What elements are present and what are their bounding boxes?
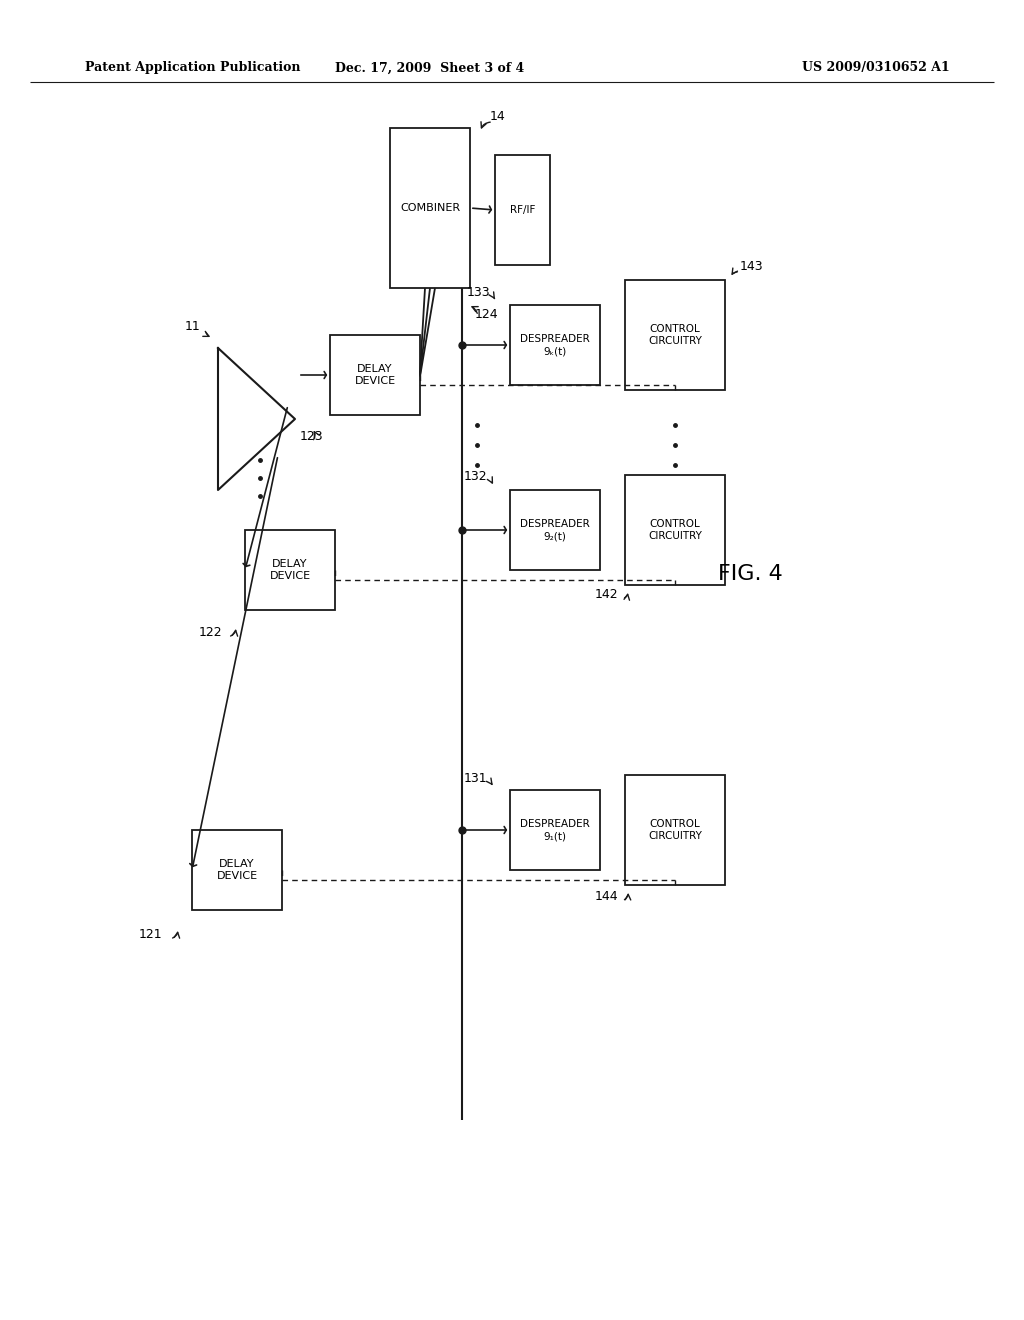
- Bar: [193, 830, 282, 909]
- Text: 123: 123: [300, 430, 324, 444]
- Bar: [245, 531, 335, 610]
- Text: 132: 132: [464, 470, 487, 483]
- Text: US 2009/0310652 A1: US 2009/0310652 A1: [802, 62, 950, 74]
- Bar: [390, 128, 470, 288]
- Text: 11: 11: [184, 319, 200, 333]
- Text: DESPREADER
9ₖ(t): DESPREADER 9ₖ(t): [520, 334, 590, 356]
- Text: 122: 122: [199, 626, 222, 639]
- Bar: [510, 789, 600, 870]
- Text: DELAY
DEVICE: DELAY DEVICE: [354, 364, 395, 387]
- Text: 133: 133: [466, 286, 490, 300]
- Text: DESPREADER
9₂(t): DESPREADER 9₂(t): [520, 519, 590, 541]
- Text: COMBINER: COMBINER: [400, 203, 460, 213]
- Bar: [625, 775, 725, 884]
- Text: CONTROL
CIRCUITRY: CONTROL CIRCUITRY: [648, 519, 701, 541]
- Text: 131: 131: [464, 772, 487, 785]
- Bar: [625, 475, 725, 585]
- Text: 143: 143: [740, 260, 764, 273]
- Text: 121: 121: [138, 928, 162, 941]
- Text: CONTROL
CIRCUITRY: CONTROL CIRCUITRY: [648, 818, 701, 841]
- Text: RF/IF: RF/IF: [510, 205, 536, 215]
- Text: Patent Application Publication: Patent Application Publication: [85, 62, 300, 74]
- Text: 14: 14: [490, 110, 506, 123]
- Text: 144: 144: [594, 890, 618, 903]
- Text: DELAY
DEVICE: DELAY DEVICE: [269, 558, 310, 581]
- Text: 142: 142: [594, 587, 618, 601]
- Bar: [510, 490, 600, 570]
- Text: Dec. 17, 2009  Sheet 3 of 4: Dec. 17, 2009 Sheet 3 of 4: [336, 62, 524, 74]
- Bar: [495, 154, 550, 265]
- Text: CONTROL
CIRCUITRY: CONTROL CIRCUITRY: [648, 323, 701, 346]
- Bar: [510, 305, 600, 385]
- Text: 124: 124: [475, 308, 499, 321]
- Text: FIG. 4: FIG. 4: [718, 564, 782, 583]
- Bar: [625, 280, 725, 389]
- Bar: [330, 335, 420, 414]
- Text: DELAY
DEVICE: DELAY DEVICE: [216, 859, 258, 882]
- Text: DESPREADER
9₁(t): DESPREADER 9₁(t): [520, 818, 590, 841]
